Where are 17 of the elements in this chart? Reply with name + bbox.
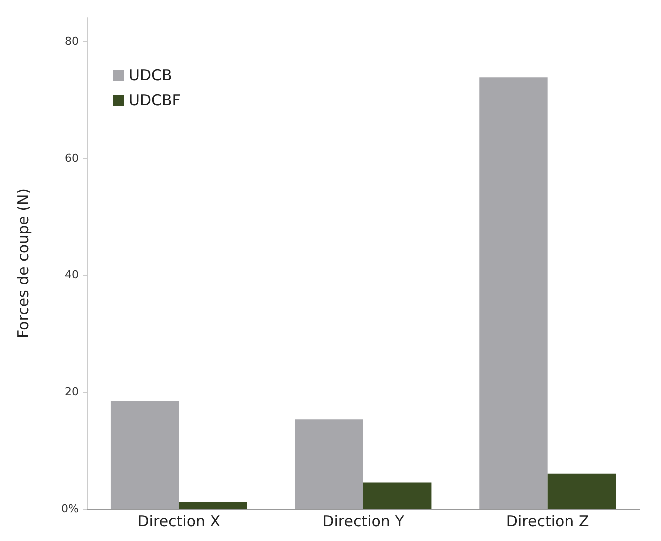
y-tick-label: 40: [65, 268, 79, 282]
bar: [364, 482, 432, 509]
bar: [295, 420, 364, 509]
y-tick-label: 80: [65, 34, 79, 48]
y-tick-label: 20: [65, 386, 79, 399]
y-axis-title: Forces de coupe (N): [14, 188, 32, 339]
bar: [110, 401, 180, 509]
y-tick-label: 60: [65, 152, 79, 165]
bar: [179, 502, 248, 509]
bar: [548, 474, 616, 509]
bar: [480, 78, 548, 509]
legend-label: UDCB: [129, 66, 172, 84]
x-tick-label: Direction Z: [506, 512, 590, 530]
y-tick-label: 0%: [62, 502, 79, 516]
legend-label: UDCBF: [129, 92, 181, 110]
x-tick-label: Direction Y: [322, 512, 406, 530]
x-tick-label: Direction X: [138, 512, 221, 530]
